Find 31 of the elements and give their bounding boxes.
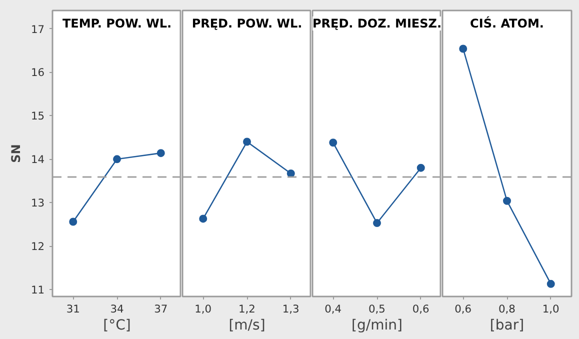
y-tick-label: 14	[30, 153, 45, 166]
x-tick-label: 0,5	[368, 302, 386, 316]
x-axis-title: [bar]	[490, 318, 524, 334]
y-tick-label: 15	[30, 110, 45, 123]
point	[69, 218, 78, 226]
y-tick-label: 11	[30, 284, 45, 297]
text: TEMP. POW. WL.	[62, 16, 172, 30]
y-tick-label: 13	[30, 196, 45, 210]
x-axis-title: [m/s]	[228, 318, 266, 334]
text: PRĘD. POW. WL.	[192, 16, 302, 30]
x-tick-label: 34	[110, 302, 124, 316]
text: PRĘD. DOZ. MIESZ.	[312, 16, 442, 30]
y-tick-label: 12	[30, 240, 45, 254]
x-tick-label: 1,3	[282, 302, 300, 316]
x-tick-label: 1,0	[194, 302, 212, 316]
x-tick-label: 0,6	[412, 302, 430, 316]
x-tick-label: 37	[154, 302, 168, 316]
text: CIŚ. ATOM.	[470, 16, 544, 30]
x-axis-title: [g/min]	[352, 318, 402, 334]
point	[113, 155, 121, 164]
x-tick-label: 1,0	[542, 302, 560, 316]
y-tick-label: 17	[30, 22, 45, 36]
x-tick-label: 31	[66, 302, 80, 316]
x-tick-label: 0,6	[454, 302, 472, 316]
x-tick-label: 0,4	[324, 302, 342, 316]
point	[156, 149, 165, 158]
y-axis-title: SN	[8, 144, 23, 163]
x-axis-title: [°C]	[103, 318, 131, 334]
y-tick-label: 16	[30, 66, 45, 80]
x-tick-label: 0,8	[498, 302, 516, 316]
x-tick-label: 1,2	[238, 302, 256, 316]
